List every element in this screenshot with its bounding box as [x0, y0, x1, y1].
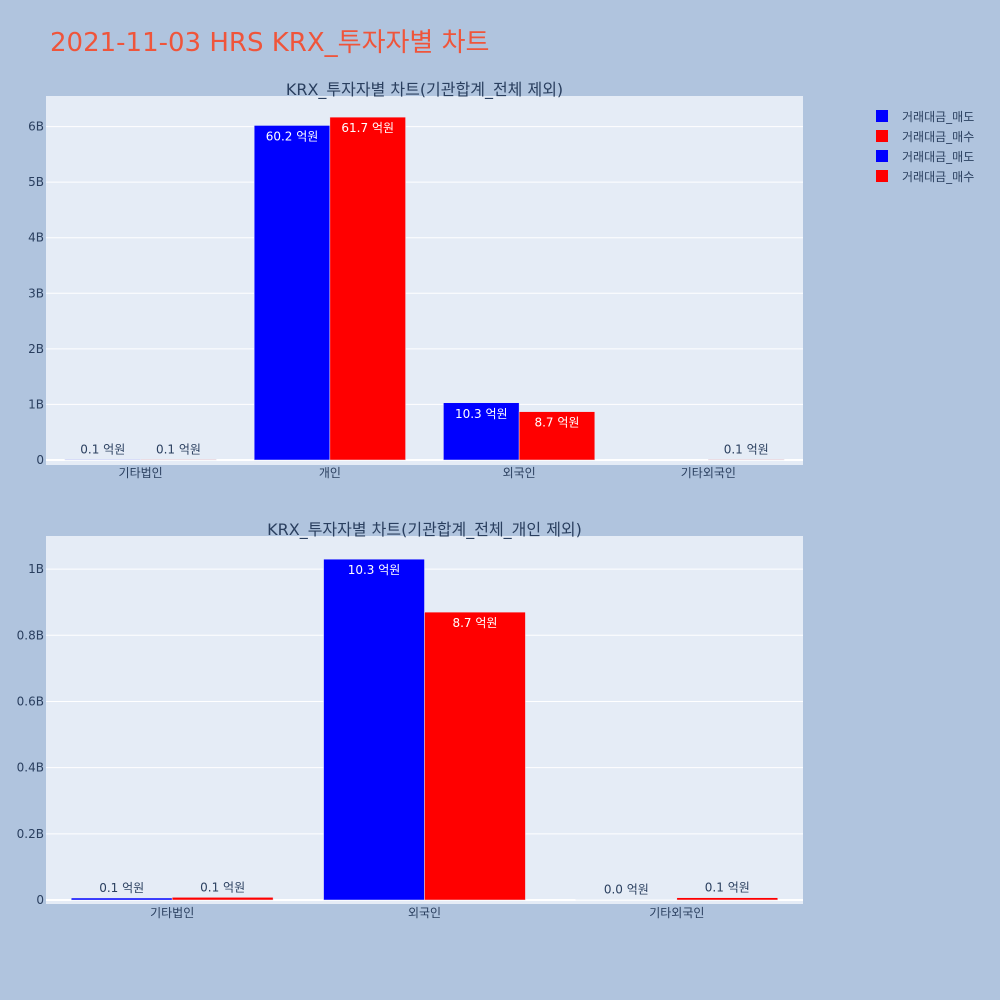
- data-label: 8.7 억원: [452, 616, 497, 630]
- data-label: 0.0 억원: [604, 883, 649, 897]
- bar: [70, 897, 173, 901]
- bar: [323, 558, 425, 901]
- bar: [171, 897, 274, 901]
- x-tick-label: 개인: [319, 466, 341, 480]
- bar: [708, 459, 785, 461]
- legend[interactable]: 거래대금_매도 거래대금_매수 거래대금_매도 거래대금_매수: [876, 106, 974, 186]
- y-tick-label: 0: [36, 453, 44, 467]
- bar: [64, 459, 141, 461]
- data-label: 0.1 억원: [99, 881, 144, 895]
- data-label: 0.1 억원: [200, 880, 245, 894]
- y-tick-label: 6B: [28, 120, 44, 134]
- x-tick-label: 외국인: [503, 466, 536, 480]
- legend-swatch-sell: [876, 110, 888, 122]
- bar: [253, 125, 331, 461]
- data-label: 10.3 억원: [455, 407, 508, 421]
- legend-label: 거래대금_매수: [902, 129, 975, 144]
- y-tick-label: 0.2B: [17, 827, 44, 841]
- bar: [329, 116, 406, 461]
- x-tick-label: 기타법인: [119, 466, 163, 480]
- y-tick-label: 1B: [28, 562, 44, 576]
- legend-label: 거래대금_매도: [902, 109, 975, 124]
- x-tick-label: 외국인: [408, 906, 441, 920]
- legend-item[interactable]: 거래대금_매도: [876, 106, 974, 126]
- y-tick-label: 0.4B: [17, 761, 44, 775]
- chart-title: KRX_투자자별 차트(기관합계_전체_개인 제외): [267, 520, 582, 540]
- bar: [443, 402, 520, 461]
- legend-swatch-buy: [876, 130, 888, 142]
- data-label: 60.2 억원: [266, 129, 319, 143]
- x-tick-label: 기타외국인: [681, 466, 736, 480]
- y-tick-label: 1B: [28, 397, 44, 411]
- y-tick-label: 5B: [28, 175, 44, 189]
- legend-swatch-sell: [876, 150, 888, 162]
- bar: [424, 611, 526, 901]
- data-label: 0.1 억원: [724, 442, 769, 456]
- y-tick-label: 2B: [28, 342, 44, 356]
- legend-swatch-buy: [876, 170, 888, 182]
- data-label: 0.1 억원: [80, 442, 125, 456]
- data-label: 10.3 억원: [348, 563, 401, 577]
- legend-label: 거래대금_매도: [902, 149, 975, 164]
- bar: [518, 411, 596, 461]
- x-tick-label: 기타법인: [150, 906, 194, 920]
- y-tick-label: 3B: [28, 286, 44, 300]
- legend-item[interactable]: 거래대금_매도: [876, 146, 974, 166]
- legend-label: 거래대금_매수: [902, 169, 975, 184]
- data-label: 0.1 억원: [156, 442, 201, 456]
- y-tick-label: 0.6B: [17, 694, 44, 708]
- y-tick-label: 4B: [28, 231, 44, 245]
- y-tick-label: 0.8B: [17, 628, 44, 642]
- plot-area: [46, 96, 803, 465]
- data-label: 8.7 억원: [534, 416, 579, 430]
- chart-title: KRX_투자자별 차트(기관합계_전체 제외): [286, 80, 563, 100]
- x-tick-label: 기타외국인: [649, 906, 704, 920]
- data-label: 0.1 억원: [705, 881, 750, 895]
- data-label: 61.7 억원: [341, 121, 394, 135]
- bar: [676, 897, 779, 901]
- legend-item[interactable]: 거래대금_매수: [876, 166, 974, 186]
- y-tick-label: 0: [36, 893, 44, 907]
- legend-item[interactable]: 거래대금_매수: [876, 126, 974, 146]
- page-title: 2021-11-03 HRS KRX_투자자별 차트: [50, 28, 490, 58]
- bar: [140, 459, 217, 461]
